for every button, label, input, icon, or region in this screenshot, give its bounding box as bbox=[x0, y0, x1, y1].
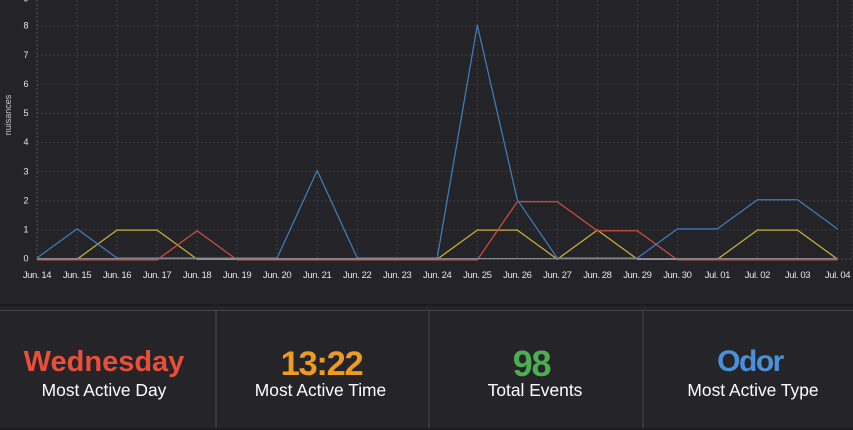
svg-text:Jun. 22: Jun. 22 bbox=[343, 270, 371, 281]
svg-text:Jul. 04: Jul. 04 bbox=[825, 270, 850, 281]
svg-text:7: 7 bbox=[23, 50, 28, 60]
svg-text:9: 9 bbox=[23, 0, 28, 3]
svg-text:2: 2 bbox=[23, 195, 28, 205]
svg-text:Jul. 01: Jul. 01 bbox=[705, 270, 730, 281]
svg-text:Jun. 28: Jun. 28 bbox=[583, 270, 611, 281]
svg-text:Jun. 26: Jun. 26 bbox=[503, 270, 531, 281]
svg-text:Jun. 16: Jun. 16 bbox=[103, 270, 131, 281]
svg-text:0: 0 bbox=[23, 254, 28, 264]
svg-text:1: 1 bbox=[23, 225, 28, 235]
svg-text:Jun. 14: Jun. 14 bbox=[23, 270, 51, 281]
svg-text:Jul. 03: Jul. 03 bbox=[785, 270, 810, 281]
svg-text:Jun. 29: Jun. 29 bbox=[623, 270, 651, 281]
svg-text:Jun. 23: Jun. 23 bbox=[383, 270, 411, 281]
svg-text:nuisances: nuisances bbox=[3, 94, 13, 135]
svg-text:Jun. 19: Jun. 19 bbox=[223, 270, 251, 281]
svg-text:3: 3 bbox=[23, 166, 28, 176]
svg-text:5: 5 bbox=[23, 108, 28, 118]
svg-text:8: 8 bbox=[23, 21, 28, 31]
svg-text:Jun. 18: Jun. 18 bbox=[183, 270, 211, 281]
svg-text:Jun. 27: Jun. 27 bbox=[543, 270, 571, 281]
svg-text:Jun. 21: Jun. 21 bbox=[303, 270, 331, 281]
svg-text:Jun. 30: Jun. 30 bbox=[663, 270, 691, 281]
svg-text:Jun. 24: Jun. 24 bbox=[423, 270, 451, 281]
svg-text:Jun. 15: Jun. 15 bbox=[63, 270, 91, 281]
svg-text:Jul. 02: Jul. 02 bbox=[745, 270, 770, 281]
svg-text:6: 6 bbox=[23, 79, 28, 89]
svg-text:Jun. 17: Jun. 17 bbox=[143, 270, 171, 281]
svg-text:Jun. 20: Jun. 20 bbox=[263, 270, 291, 281]
svg-text:4: 4 bbox=[23, 137, 28, 147]
svg-text:Jun. 25: Jun. 25 bbox=[463, 270, 491, 281]
